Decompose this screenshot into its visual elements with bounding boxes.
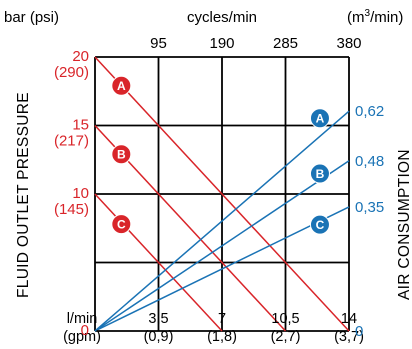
- air-badge-circle-c: [309, 214, 330, 235]
- pressure-badge-b: B: [111, 144, 132, 165]
- left-tick-bar: 0: [81, 322, 89, 339]
- pressure-badge-a: A: [111, 75, 132, 96]
- air-line-b: [94, 160, 350, 332]
- x-tick-sublabel: (3,7): [334, 329, 364, 345]
- top-tick-label: 285: [273, 35, 298, 52]
- x-tick-label: 14: [341, 311, 357, 327]
- right-tick-label: 0,35: [355, 199, 384, 216]
- pressure-badge-circle-a: [111, 75, 132, 96]
- air-badge-b: B: [309, 163, 330, 184]
- right-unit-header: (m3/min): [347, 8, 403, 26]
- x-tick-sublabel: (2,7): [271, 329, 301, 345]
- top-tick-label: 380: [336, 35, 361, 52]
- air-line-c: [94, 206, 350, 332]
- x-tick-sublabel: (1,8): [207, 329, 237, 345]
- right-tick-label: 0,48: [355, 153, 384, 170]
- x-tick-label: 7: [218, 311, 226, 327]
- air-consumption-lines: [94, 110, 350, 332]
- x-tick-label: 3,5: [148, 311, 168, 327]
- air-badge-circle-a: [309, 108, 330, 129]
- air-line-a: [94, 110, 350, 332]
- air-badge-circle-b: [309, 163, 330, 184]
- x-unit-line2: (gpm): [63, 329, 101, 345]
- pressure-badge-label-b: B: [117, 148, 126, 162]
- tick-labels: 95 190 285 380 l/min (gpm) 3,5 (0,9) 7 (1,8) 10,5 (…: [54, 35, 384, 345]
- right-tick-label: 0,62: [355, 103, 384, 120]
- pressure-badge-circle-b: [111, 144, 132, 165]
- pressure-line-a: [94, 56, 350, 332]
- right-axis-title: AIR CONSUMPTION: [396, 149, 412, 300]
- x-unit-line1: l/min: [67, 311, 98, 327]
- air-badge-label-b: B: [316, 167, 325, 181]
- top-tick-label: 190: [209, 35, 234, 52]
- left-tick-bar: 15: [72, 117, 89, 134]
- pressure-badge-label-c: C: [117, 217, 126, 231]
- left-tick-psi: (145): [54, 201, 89, 218]
- air-badge-c: C: [309, 214, 330, 235]
- air-badge-label-c: C: [316, 218, 325, 232]
- left-axis-title: FLUID OUTLET PRESSURE: [15, 92, 32, 298]
- right-tick-label: 0: [355, 323, 363, 340]
- top-unit-header: cycles/min: [187, 9, 257, 26]
- top-tick-label: 95: [150, 35, 167, 52]
- x-tick-label: 10,5: [271, 311, 299, 327]
- air-badge-label-a: A: [316, 112, 325, 126]
- left-tick-psi: (217): [54, 133, 89, 150]
- series-badges: A B C A B C: [111, 75, 330, 235]
- x-tick-sublabel: (0,9): [144, 329, 174, 345]
- left-unit-header: bar (psi): [4, 9, 59, 26]
- pressure-badge-label-a: A: [117, 79, 126, 93]
- left-tick-bar: 10: [72, 185, 89, 202]
- air-badge-a: A: [309, 108, 330, 129]
- pressure-badge-c: C: [111, 214, 132, 235]
- left-tick-psi: (290): [54, 64, 89, 81]
- left-tick-bar: 20: [72, 48, 89, 65]
- pressure-badge-circle-c: [111, 214, 132, 235]
